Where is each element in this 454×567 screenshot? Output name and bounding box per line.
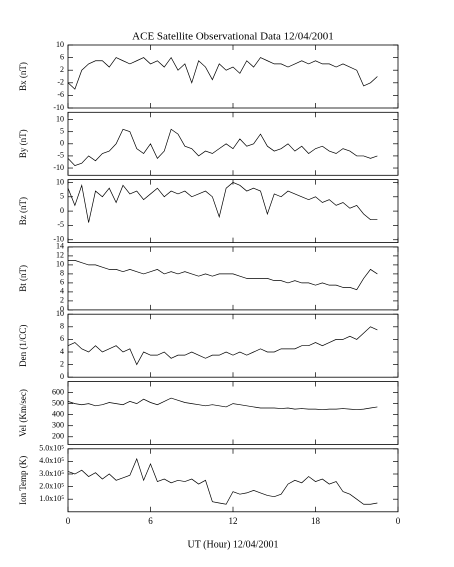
data-line <box>67 326 378 366</box>
panel-frame <box>67 448 399 513</box>
y-axis-label: Den (1/CC) <box>18 325 28 367</box>
y-tick-label: -5 <box>57 220 64 229</box>
panel-frame <box>67 179 399 244</box>
y-axis-label: Bz (nT) <box>18 197 28 225</box>
x-tick-label: 0 <box>396 516 401 526</box>
data-line <box>67 128 378 167</box>
y-tick-label: -10 <box>53 103 64 112</box>
data-line <box>67 397 378 411</box>
y-tick-label: 300 <box>52 421 64 430</box>
data-line <box>67 182 378 223</box>
y-tick-label: -10 <box>53 163 64 172</box>
y-tick-label: 6 <box>60 278 64 287</box>
y-tick-label: 5 <box>60 192 64 201</box>
y-axis-label: Bt (nT) <box>18 265 28 292</box>
data-line <box>67 56 378 90</box>
x-tick-label: 6 <box>148 516 153 526</box>
y-tick-label: 0 <box>60 139 64 148</box>
y-tick-label: 12 <box>56 251 64 260</box>
y-axis-label: Bx (nT) <box>18 62 28 91</box>
y-tick-label: 0 <box>60 305 64 314</box>
y-tick-label: 600 <box>52 387 64 396</box>
y-tick-label: -5 <box>57 151 64 160</box>
y-tick-label: 2 <box>60 296 64 305</box>
x-tick-label: 18 <box>311 516 321 526</box>
y-tick-label: 4.0x10⁵ <box>39 456 64 465</box>
y-tick-label: 10 <box>56 177 64 186</box>
y-axis-label: Vel (Km/sec) <box>18 389 28 437</box>
y-tick-label: -10 <box>53 235 64 244</box>
panel-frame <box>67 381 399 445</box>
y-tick-label: 6 <box>60 334 64 343</box>
chart-title: ACE Satellite Observational Data 12/04/2… <box>132 31 334 43</box>
y-tick-label: 1.0x10⁵ <box>39 494 64 503</box>
y-tick-label: 10 <box>56 114 64 123</box>
x-tick-label: 12 <box>229 516 238 526</box>
y-axis-label: Ion Temp (K) <box>18 456 28 505</box>
panel-frame <box>67 313 399 378</box>
y-tick-label: 10 <box>56 260 64 269</box>
y-tick-label: 2.0x10⁵ <box>39 481 64 490</box>
data-line <box>67 457 378 505</box>
y-tick-label: 10 <box>56 40 64 49</box>
x-tick-label: 0 <box>66 516 71 526</box>
y-tick-label: 400 <box>52 409 64 418</box>
data-line <box>68 260 378 291</box>
y-tick-label: 0 <box>60 372 64 381</box>
y-tick-label: 8 <box>60 322 64 331</box>
y-tick-label: 4 <box>60 287 64 296</box>
panel-frame <box>67 44 399 109</box>
y-tick-label: 8 <box>60 269 64 278</box>
y-tick-label: 5 <box>60 127 64 136</box>
y-tick-label: 2 <box>60 359 64 368</box>
y-tick-label: 200 <box>52 432 64 441</box>
y-tick-label: 0 <box>60 206 64 215</box>
y-tick-label: -6 <box>57 90 64 99</box>
y-tick-label: 3.0x10⁵ <box>39 469 64 478</box>
y-tick-label: 5.0x10⁵ <box>39 444 64 453</box>
y-axis-label: By (nT) <box>18 129 28 158</box>
panel-frame <box>67 246 399 311</box>
y-tick-label: -2 <box>57 78 64 87</box>
y-tick-label: 14 <box>56 242 64 251</box>
panel-frame <box>67 111 399 176</box>
y-tick-label: 10 <box>56 309 64 318</box>
y-tick-label: 4 <box>60 347 64 356</box>
y-tick-label: 500 <box>52 398 64 407</box>
x-axis-label: UT (Hour) 12/04/2001 <box>188 539 279 550</box>
y-tick-label: 2 <box>60 65 64 74</box>
y-tick-label: 6 <box>60 52 64 61</box>
